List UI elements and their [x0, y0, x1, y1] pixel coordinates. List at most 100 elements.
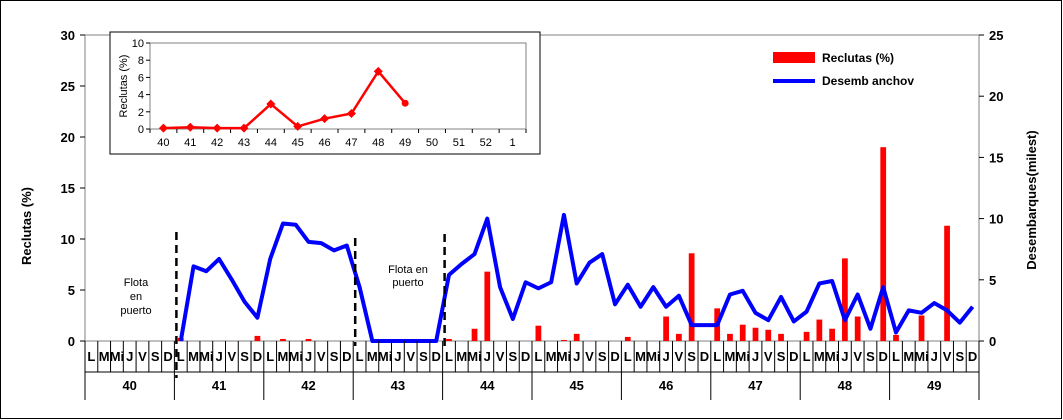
day-label: S [687, 349, 696, 364]
inset-x-tick-label: 52 [480, 137, 492, 149]
bar-reclutas [778, 333, 784, 341]
week-label: 47 [748, 378, 762, 393]
bar-reclutas [624, 336, 631, 341]
day-label: J [931, 349, 938, 364]
bar-reclutas [752, 327, 759, 341]
bar-reclutas [765, 329, 772, 341]
day-label: M [188, 349, 199, 364]
inset-y-axis-label: Reclutas (%) [118, 55, 130, 118]
bar-reclutas [739, 324, 746, 341]
day-label: Mi [736, 349, 750, 364]
day-label: J [662, 349, 669, 364]
day-label: D [879, 349, 888, 364]
annotation-flota-en-puerto: en [130, 291, 142, 303]
day-label: L [177, 349, 185, 364]
day-label: V [764, 349, 773, 364]
day-label: S [151, 349, 160, 364]
day-label: D [968, 349, 977, 364]
day-label: S [240, 349, 249, 364]
bar-reclutas [280, 338, 286, 341]
day-label: M [278, 349, 289, 364]
annotation-flota-en-puerto: Flota [124, 277, 149, 289]
day-label: Mi [646, 349, 660, 364]
week-label: 43 [391, 378, 405, 393]
inset-point [185, 122, 195, 132]
day-label: S [866, 349, 875, 364]
day-label: V [317, 349, 326, 364]
day-label: Mi [378, 349, 392, 364]
bar-reclutas [829, 328, 836, 341]
inset-point [212, 123, 222, 133]
inset-point [373, 66, 383, 76]
bar-reclutas [893, 334, 899, 341]
y2-tick-label: 5 [989, 273, 996, 288]
day-label: D [700, 349, 709, 364]
bar-reclutas [446, 338, 452, 341]
bar-reclutas [944, 225, 950, 341]
inset-point [293, 121, 303, 131]
day-label: S [509, 349, 518, 364]
bar-reclutas [688, 253, 695, 341]
day-label: Mi [914, 349, 928, 364]
inset-x-tick-label: 47 [345, 137, 357, 149]
y-tick-label: 0 [68, 334, 75, 349]
day-label: S [956, 349, 965, 364]
annotation-flota-en-puerto: puerto [120, 305, 151, 317]
day-label: J [752, 349, 759, 364]
legend-label-reclutas: Reclutas (%) [822, 51, 894, 65]
y-tick-label: 15 [61, 181, 75, 196]
inset-x-tick-label: 49 [399, 137, 411, 149]
inset-x-tick-label: 48 [372, 137, 384, 149]
bar-reclutas [842, 258, 848, 341]
week-label: 45 [569, 378, 583, 393]
week-label: 41 [212, 378, 226, 393]
day-label: V [943, 349, 952, 364]
day-label: M [903, 349, 914, 364]
inset-line-reclutas [163, 69, 407, 130]
legend-swatch-reclutas [773, 52, 815, 63]
bar-reclutas [573, 333, 580, 341]
y-tick-label: 30 [61, 28, 75, 43]
inset-y-tick-label: 2 [138, 107, 144, 119]
inset-y-tick-label: 8 [138, 55, 144, 67]
inset-x-tick-label: 43 [238, 137, 250, 149]
inset-frame [109, 31, 541, 155]
day-label: L [87, 349, 95, 364]
inset-x-tick-label: 44 [265, 137, 277, 149]
bar-reclutas [854, 316, 861, 341]
bar-reclutas [663, 316, 669, 341]
y-tick-label: 10 [61, 232, 75, 247]
bar-reclutas [535, 325, 542, 341]
day-label: S [598, 349, 607, 364]
day-label: D [610, 349, 619, 364]
legend-label-desemb: Desemb anchov [822, 74, 914, 88]
day-label: L [445, 349, 453, 364]
line-desemb-anchov [178, 212, 975, 343]
y2-tick-label: 10 [989, 212, 1003, 227]
bar-reclutas [727, 333, 733, 341]
day-label: J [484, 349, 491, 364]
inset-y-tick-label: 0 [138, 124, 144, 136]
bar-reclutas [918, 315, 925, 341]
day-label: Mi [199, 349, 213, 364]
y-tick-label: 20 [61, 130, 75, 145]
day-label: Mi [825, 349, 839, 364]
inset-point [239, 123, 249, 133]
inset-x-tick-label: 46 [318, 137, 330, 149]
bar-reclutas [561, 339, 567, 341]
day-label: M [635, 349, 646, 364]
inset-x-tick-label: 51 [453, 137, 465, 149]
bar-reclutas [816, 319, 823, 341]
day-label: L [356, 349, 364, 364]
day-label: M [814, 349, 825, 364]
week-label: 42 [301, 378, 315, 393]
bar-reclutas [254, 335, 261, 341]
day-label: Mi [557, 349, 571, 364]
bar-reclutas [471, 328, 478, 341]
bar-reclutas [880, 147, 887, 341]
inset-x-tick-label: 50 [426, 137, 438, 149]
y2-tick-label: 20 [989, 89, 1003, 104]
day-label: D [789, 349, 798, 364]
